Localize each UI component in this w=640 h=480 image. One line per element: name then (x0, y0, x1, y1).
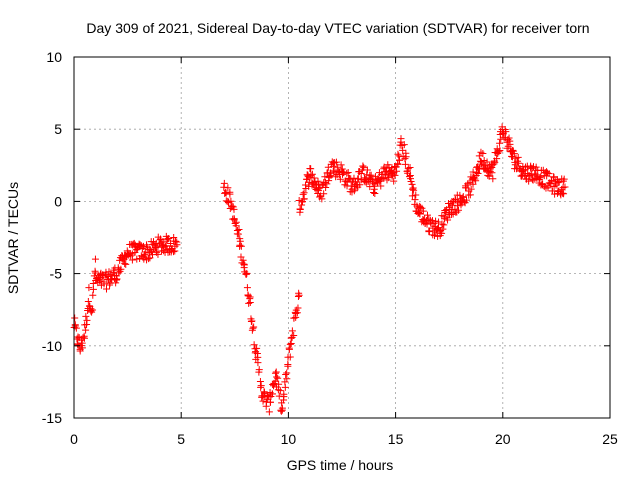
data-point (370, 189, 377, 196)
data-point (397, 135, 404, 142)
data-point (89, 292, 96, 299)
x-axis-title: GPS time / hours (287, 457, 394, 473)
x-tick-label: 20 (495, 431, 511, 447)
data-point (278, 408, 285, 415)
x-tick-label: 5 (177, 431, 185, 447)
data-point (284, 361, 291, 368)
data-point (409, 186, 416, 193)
data-point (282, 384, 289, 391)
data-point (390, 178, 397, 185)
data-point (395, 152, 402, 159)
data-point (129, 257, 136, 264)
data-point (290, 315, 297, 322)
data-point (323, 180, 330, 187)
data-point (350, 175, 357, 182)
data-point (245, 300, 252, 307)
data-point (221, 180, 228, 187)
data-point (425, 228, 432, 235)
y-tick-label: 10 (46, 49, 62, 65)
y-tick-label: -15 (42, 410, 62, 426)
chart: Day 309 of 2021, Sidereal Day-to-day VTE… (0, 0, 640, 480)
data-point (467, 191, 474, 198)
x-tick-label: 25 (602, 431, 618, 447)
data-point (371, 190, 378, 197)
data-point (82, 327, 89, 334)
data-point (247, 299, 254, 306)
data-point (277, 387, 284, 394)
axis-ticks: 0 5 10 15 20 25 -15 -10 -5 0 5 10 (42, 49, 618, 447)
chart-title: Day 309 of 2021, Sidereal Day-to-day VTE… (86, 20, 589, 36)
x-tick-label: 15 (388, 431, 404, 447)
data-point (475, 170, 482, 177)
data-point (360, 163, 367, 170)
data-point (301, 189, 308, 196)
data-point (429, 231, 436, 238)
y-tick-label: 0 (54, 193, 62, 209)
data-point (85, 298, 92, 305)
x-tick-label: 0 (70, 431, 78, 447)
data-point (477, 149, 484, 156)
data-point (244, 284, 251, 291)
data-point (238, 243, 245, 250)
data-point (257, 384, 264, 391)
plot-frame (74, 57, 610, 418)
y-tick-label: -10 (42, 338, 62, 354)
data-point (276, 393, 283, 400)
data-point (266, 408, 273, 415)
data-point (258, 382, 265, 389)
data-point (345, 169, 352, 176)
data-point (273, 373, 280, 380)
data-point (92, 256, 99, 263)
data-point (85, 284, 92, 291)
y-axis-title: SDTVAR / TECUs (5, 182, 21, 294)
data-point (267, 399, 274, 406)
data-point (396, 157, 403, 164)
data-point (307, 165, 314, 172)
data-point (289, 327, 296, 334)
x-tick-label: 10 (281, 431, 297, 447)
data-points (71, 123, 569, 415)
data-point (560, 184, 567, 191)
data-point (287, 341, 294, 348)
data-point (71, 314, 78, 321)
data-point (377, 183, 384, 190)
y-tick-label: 5 (54, 121, 62, 137)
grid (74, 57, 610, 418)
data-point (235, 231, 242, 238)
y-tick-label: -5 (50, 266, 63, 282)
data-point (289, 334, 296, 341)
data-point (82, 313, 89, 320)
